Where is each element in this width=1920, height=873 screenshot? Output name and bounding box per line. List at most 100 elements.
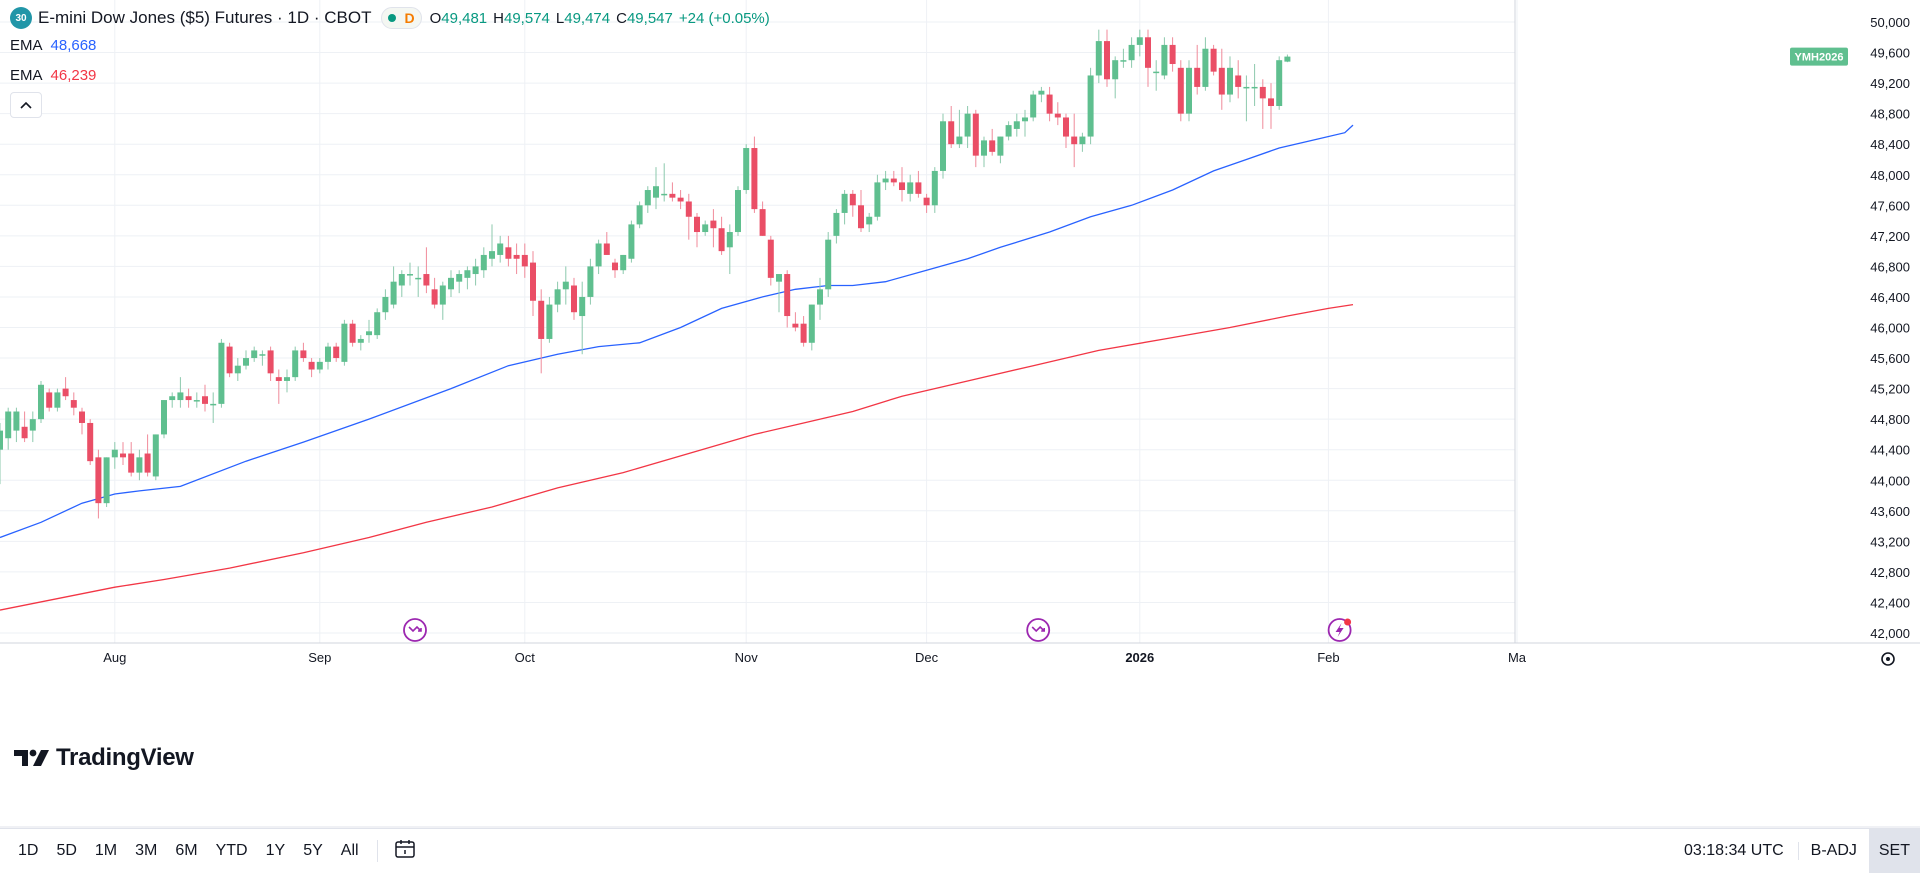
ema-fast-legend[interactable]: EMA 48,668 (10, 30, 770, 60)
range-1y-button[interactable]: 1Y (265, 842, 286, 859)
candle (1235, 60, 1242, 99)
candle-body (152, 434, 159, 477)
symbol-badge[interactable]: 30 (10, 7, 32, 29)
price-change: +24 (+0.05%) (678, 9, 770, 27)
candle-body (284, 377, 290, 381)
dividend-event-icon[interactable] (403, 618, 427, 642)
candle-body (817, 289, 823, 305)
time-tick-label: Aug (103, 650, 126, 665)
candle-body (1136, 37, 1143, 45)
candle (1276, 56, 1283, 110)
candle-body (21, 426, 28, 439)
range-all-button[interactable]: All (340, 842, 359, 859)
symbol-title[interactable]: E-mini Dow Jones ($5) Futures · 1D · CBO… (38, 8, 372, 27)
candle (817, 277, 823, 320)
candle (890, 170, 897, 187)
alert-dot (1344, 618, 1352, 626)
candle-body (841, 193, 848, 213)
utc-clock[interactable]: 03:18:34 UTC (1684, 842, 1784, 859)
candle-body (120, 453, 126, 458)
candle-body (464, 270, 471, 278)
range-3m-button[interactable]: 3M (135, 842, 158, 859)
tradingview-logo[interactable]: TradingView (14, 744, 194, 772)
candle-body (661, 193, 668, 196)
candle (554, 281, 561, 313)
price-axis[interactable]: 50,000 49,600 49,200 48,800 48,400 48,000 47,6… (1514, 0, 1910, 643)
chart-settings-icon[interactable] (1881, 652, 1895, 666)
candle-body (448, 277, 454, 290)
dividend-event-icon[interactable] (1026, 618, 1051, 642)
candle-body (505, 247, 512, 259)
price-tick-label: 43,200 (1870, 534, 1910, 549)
ema-slow-legend[interactable]: EMA 46,239 (10, 60, 770, 90)
candle (13, 407, 20, 443)
candle-body (669, 193, 676, 198)
candle-body (882, 178, 889, 183)
range-1m-button[interactable]: 1M (94, 842, 118, 859)
event-markers[interactable] (403, 618, 1352, 642)
gear-ring (1881, 652, 1895, 666)
go-to-date-button[interactable] (394, 838, 416, 865)
candle-body (1276, 60, 1283, 107)
candle (62, 377, 69, 401)
candle-body (858, 205, 864, 229)
candle-body (587, 266, 594, 297)
candle-body (562, 281, 569, 290)
candle (1161, 37, 1168, 80)
range-ytd-button[interactable]: YTD (215, 842, 248, 859)
market-status-pill[interactable]: D (381, 7, 422, 29)
candle-body (1218, 67, 1225, 95)
candle-body (79, 411, 85, 423)
candle (472, 258, 479, 286)
price-chart[interactable]: 50,000 49,600 49,200 48,800 48,400 48,000 47,6… (0, 0, 1920, 828)
candle-body (1177, 67, 1184, 114)
collapse-legend-button[interactable] (10, 92, 42, 118)
range-1d-button[interactable]: 1D (18, 842, 39, 859)
candle (1038, 86, 1045, 103)
candle-body (472, 266, 479, 275)
candle (152, 434, 159, 481)
back-adjust-toggle[interactable]: B-ADJ (1797, 842, 1869, 860)
candle (38, 380, 44, 423)
time-axis[interactable]: Aug Sep Oct Nov Dec 2026 Feb Ma (0, 642, 1920, 828)
candle (644, 186, 651, 213)
candle-body (218, 342, 225, 404)
price-tick-label: 47,600 (1870, 198, 1910, 213)
event-arrow (418, 628, 422, 632)
candle (1227, 56, 1233, 103)
range-5y-button[interactable]: 5Y (303, 842, 323, 859)
lightning-alert-icon[interactable] (1327, 618, 1352, 642)
candle-body (333, 346, 340, 359)
candle (571, 277, 577, 320)
range-5d-button[interactable]: 5D (56, 842, 77, 859)
chevron-up-icon (20, 101, 32, 109)
candle-body (251, 350, 258, 359)
time-tick-label: Ma (1508, 650, 1527, 665)
candle (1259, 79, 1266, 129)
candle-body (1013, 121, 1020, 129)
settlement-toggle[interactable]: SET (1868, 829, 1920, 873)
ohlc-low: L49,474 (555, 9, 611, 27)
tradingview-logo-text: TradingView (56, 744, 194, 771)
candle-body (1268, 98, 1274, 107)
candle (981, 136, 987, 168)
candle-body (193, 400, 200, 402)
candle (275, 369, 282, 404)
candle-body (234, 365, 241, 374)
candle-body (1104, 41, 1110, 80)
candle-body (710, 220, 717, 229)
candle-body (62, 388, 69, 397)
candle (940, 113, 946, 179)
candle (111, 442, 118, 469)
range-6m-button[interactable]: 6M (175, 842, 198, 859)
market-open-dot-icon (388, 14, 397, 22)
candle (226, 342, 233, 378)
candle-body (1259, 86, 1266, 99)
price-tick-label: 42,800 (1870, 565, 1910, 580)
candle (538, 289, 545, 374)
candle-body (407, 274, 413, 276)
candle (948, 106, 955, 149)
candle (341, 319, 348, 366)
candle-body (390, 281, 397, 305)
toolbar-divider (376, 840, 378, 862)
